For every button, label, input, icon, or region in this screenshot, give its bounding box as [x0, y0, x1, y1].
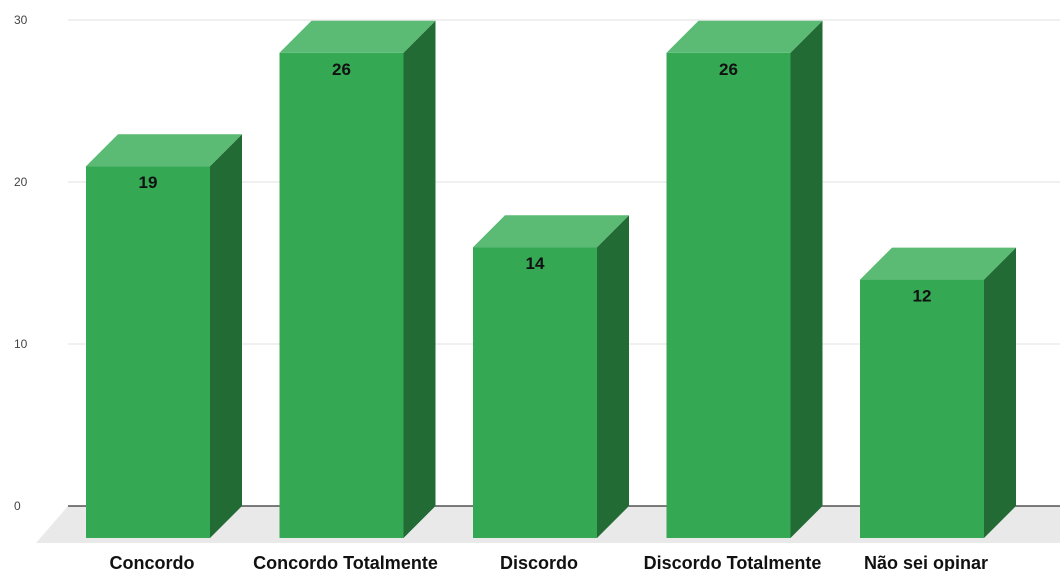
- bar-side: [597, 215, 629, 538]
- category-label: Discordo: [500, 553, 578, 571]
- bar-side: [210, 134, 242, 538]
- bar-top: [86, 134, 242, 167]
- bar-0: 19: [86, 134, 242, 538]
- category-label: Concordo: [110, 553, 195, 571]
- y-tick-label: 30: [14, 13, 28, 27]
- category-label: Discordo Totalmente: [644, 553, 822, 571]
- bar-1: 26: [279, 20, 436, 539]
- bar-3: 26: [666, 20, 823, 539]
- data-label: 14: [526, 254, 545, 273]
- data-label: 19: [139, 173, 158, 192]
- bar-front: [666, 52, 791, 539]
- bar-top: [473, 215, 629, 248]
- category-label: Concordo Totalmente: [253, 553, 438, 571]
- bar-4: 12: [860, 247, 1016, 538]
- data-label: 12: [913, 287, 932, 306]
- bar-side: [403, 20, 436, 539]
- bar-side: [984, 247, 1016, 538]
- bars: 19 26 14 26 12: [86, 20, 1016, 539]
- bar-front: [473, 247, 597, 538]
- y-tick-label: 0: [14, 499, 21, 513]
- bar-2: 14: [473, 215, 629, 538]
- y-axis-tick-labels: 0 10 20 30: [14, 13, 28, 513]
- bar-top: [666, 20, 823, 53]
- y-tick-label: 20: [14, 175, 28, 189]
- data-label: 26: [332, 60, 351, 79]
- bar-front: [86, 166, 210, 538]
- data-label: 26: [719, 60, 738, 79]
- bar-top: [860, 247, 1016, 280]
- bar-top: [279, 20, 436, 53]
- y-tick-label: 10: [14, 337, 28, 351]
- bar-front: [860, 279, 984, 538]
- category-label: Não sei opinar: [864, 553, 988, 571]
- bar-side: [790, 20, 823, 539]
- bar-front: [279, 52, 404, 539]
- x-axis-category-labels: Concordo Concordo Totalmente Discordo Disco…: [110, 553, 989, 571]
